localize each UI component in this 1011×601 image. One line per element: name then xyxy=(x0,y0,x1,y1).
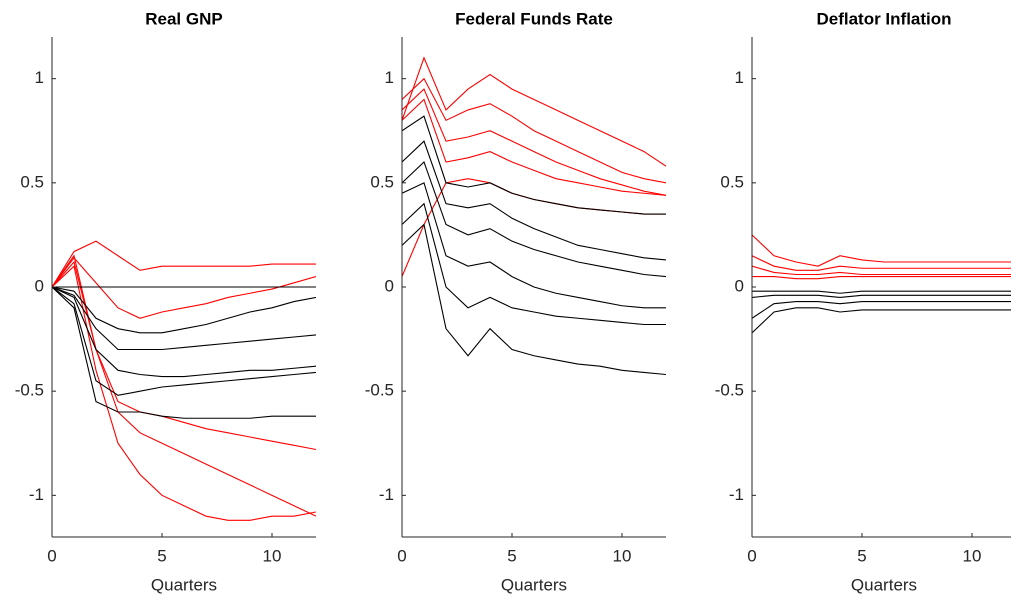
y-tick-label: 0 xyxy=(385,276,394,295)
y-tick-label: -1 xyxy=(379,485,394,504)
y-tick-label: 0.5 xyxy=(720,172,744,191)
y-tick-label: -0.5 xyxy=(15,381,44,400)
series-line xyxy=(402,161,666,278)
chart-title: Deflator Inflation xyxy=(816,9,951,28)
x-tick-label: 0 xyxy=(397,546,406,565)
x-tick-label: 5 xyxy=(857,546,866,565)
x-tick-label: 0 xyxy=(47,546,56,565)
series-line xyxy=(52,254,316,517)
series-line xyxy=(402,178,666,277)
series-line xyxy=(752,234,1011,267)
series-line xyxy=(402,140,666,261)
series-line xyxy=(402,56,666,167)
series-line xyxy=(402,77,666,184)
x-tick-label: 10 xyxy=(263,546,282,565)
chart-title: Real GNP xyxy=(145,9,222,28)
series-line xyxy=(52,240,316,288)
series-line xyxy=(52,260,316,451)
series-line xyxy=(52,286,316,396)
y-tick-label: 0 xyxy=(35,276,44,295)
series-line xyxy=(52,265,316,521)
series-line xyxy=(752,265,1011,276)
y-tick-label: -1 xyxy=(29,485,44,504)
series-line xyxy=(402,223,666,376)
x-tick-label: 5 xyxy=(507,546,516,565)
y-tick-label: 1 xyxy=(35,68,44,87)
y-tick-label: -0.5 xyxy=(715,381,744,400)
series-line xyxy=(52,286,316,419)
series-line xyxy=(52,286,316,378)
y-tick-label: 1 xyxy=(385,68,394,87)
y-tick-label: -1 xyxy=(729,485,744,504)
y-tick-label: 1 xyxy=(735,68,744,87)
x-axis-label: Quarters xyxy=(151,575,217,594)
plot-area xyxy=(402,56,666,376)
series-line xyxy=(752,294,1011,298)
series-line xyxy=(402,115,666,215)
y-tick-label: 0.5 xyxy=(370,172,394,191)
x-tick-label: 0 xyxy=(747,546,756,565)
x-axis-label: Quarters xyxy=(501,575,567,594)
series-line xyxy=(402,202,666,326)
series-line xyxy=(752,307,1011,334)
series-line xyxy=(402,88,666,196)
series-line xyxy=(52,286,316,334)
x-axis-label: Quarters xyxy=(851,575,917,594)
plot-area xyxy=(52,240,316,521)
y-tick-label: -0.5 xyxy=(365,381,394,400)
series-line xyxy=(402,182,666,309)
x-tick-label: 10 xyxy=(613,546,632,565)
x-tick-label: 10 xyxy=(963,546,982,565)
series-line xyxy=(752,276,1011,280)
series-line xyxy=(752,301,1011,319)
chart-title: Federal Funds Rate xyxy=(455,9,613,28)
series-line xyxy=(752,290,1011,294)
series-line xyxy=(52,286,316,351)
series-line xyxy=(752,255,1011,271)
series-line xyxy=(52,256,316,319)
plot-area xyxy=(752,234,1011,334)
y-tick-label: 0 xyxy=(735,276,744,295)
series-line xyxy=(402,98,666,196)
y-tick-label: 0.5 xyxy=(20,172,44,191)
x-tick-label: 5 xyxy=(157,546,166,565)
